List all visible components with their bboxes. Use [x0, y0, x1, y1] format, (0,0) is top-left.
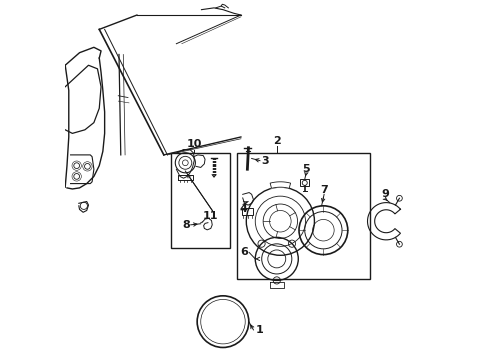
Text: 7: 7 [320, 185, 327, 195]
Text: 4: 4 [239, 204, 246, 214]
Text: 3: 3 [261, 156, 269, 166]
Text: 2: 2 [272, 136, 280, 145]
Text: 10: 10 [186, 139, 202, 149]
Bar [300, 179, 309, 186]
Text: 9: 9 [380, 189, 388, 199]
Text: 1: 1 [255, 325, 263, 335]
Text: 6: 6 [240, 247, 247, 257]
Polygon shape [269, 182, 290, 188]
Bar [237, 153, 369, 279]
Text: 8: 8 [182, 220, 190, 230]
Bar [242, 208, 253, 215]
Bar [171, 153, 230, 248]
Text: 5: 5 [302, 164, 309, 174]
Text: 11: 11 [202, 211, 218, 221]
